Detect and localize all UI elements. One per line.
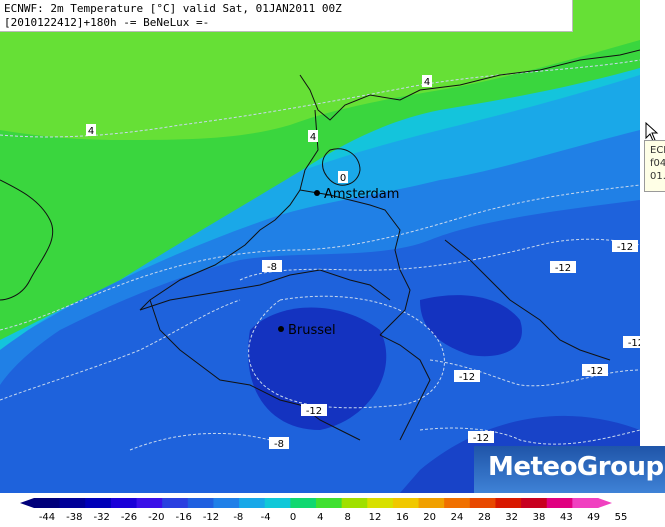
colorbar-tick-label: 24 — [451, 512, 464, 523]
colorbar-tick-label: -44 — [39, 512, 55, 523]
contour-labels: 4 4 4 0 -8 -12 -12 -12 -12 -12 -12 -8 -1… — [86, 75, 640, 450]
colorbar-tick-label: 16 — [396, 512, 409, 523]
map-canvas: Amsterdam Brussel 4 4 4 0 -8 -12 -12 -12… — [0, 0, 640, 493]
colorbar-tick-label: -4 — [261, 512, 271, 523]
colorbar-swatch — [469, 498, 496, 508]
title-box: ECNWF: 2m Temperature [°C] valid Sat, 01… — [0, 0, 573, 32]
colorbar-tick-label: -26 — [121, 512, 137, 523]
tooltip-line: 01. — [650, 171, 665, 182]
city-label-amsterdam: Amsterdam — [324, 187, 399, 202]
colorbar-swatch — [34, 498, 61, 508]
colorbar-tick-label: 4 — [317, 512, 323, 523]
contour-label: 0 — [340, 173, 346, 184]
contour-label: -12 — [459, 372, 475, 383]
light-green-band — [0, 0, 640, 140]
city-label-brussel: Brussel — [288, 323, 336, 338]
colorbar-tick-label: 12 — [369, 512, 382, 523]
contour-label: -12 — [628, 338, 640, 349]
colorbar-swatch — [213, 498, 240, 508]
colorbar-swatch — [239, 498, 266, 508]
cold-patch — [420, 295, 522, 357]
colorbar-swatch — [367, 498, 394, 508]
colorbar-swatch — [264, 498, 291, 508]
colorbar-tick-label: 49 — [587, 512, 600, 523]
colorbar: -44 -38 -32 -26 -20 -16 -12 -8 -4 0 4 8 12 16 20 24 28 32… — [0, 494, 665, 523]
colorbar-swatch — [187, 498, 214, 508]
colorbar-tick-label: 55 — [615, 512, 628, 523]
contour-label: -8 — [267, 262, 277, 273]
colorbar-tick-label: -8 — [233, 512, 243, 523]
contour-label: -12 — [306, 406, 322, 417]
colorbar-swatch — [418, 498, 445, 508]
map-subtitle: [2010122412]+180h -= BeNeLux =- — [4, 16, 210, 29]
colorbar-swatch — [521, 498, 548, 508]
logo-text: MeteoGroup — [488, 452, 664, 482]
contour-label: 4 — [310, 132, 316, 143]
colorbar-right-arrow — [598, 498, 612, 508]
map-title: ECNWF: 2m Temperature [°C] valid Sat, 01… — [4, 2, 342, 15]
colorbar-tick-label: 38 — [533, 512, 546, 523]
tooltip-line: ECI — [650, 145, 665, 156]
colorbar-swatch — [316, 498, 343, 508]
contour-label: -12 — [587, 366, 603, 377]
colorbar-tick-label: 0 — [290, 512, 296, 523]
colorbar-tick-label: -38 — [66, 512, 82, 523]
city-dot-brussel — [278, 326, 284, 332]
colorbar-tick-label: -16 — [175, 512, 191, 523]
contour-label: 4 — [88, 126, 94, 137]
borders — [0, 49, 640, 441]
city-dot-amsterdam — [314, 190, 320, 196]
colorbar-svg: -44 -38 -32 -26 -20 -16 -12 -8 -4 0 4 8 12 16 20 24 28 32… — [20, 498, 628, 523]
colorbar-swatch — [110, 498, 138, 508]
colorbar-swatch — [546, 498, 573, 508]
cold-core — [248, 307, 387, 430]
colorbar-swatch — [572, 498, 599, 508]
contour-label: 4 — [424, 77, 430, 88]
colorbar-tick-label: 8 — [344, 512, 350, 523]
colorbar-swatch — [59, 498, 86, 508]
colorbar-swatch — [392, 498, 420, 508]
meteogroup-logo: MeteoGroup — [474, 446, 665, 493]
colorbar-swatch — [162, 498, 189, 508]
colorbar-tick-label: 20 — [423, 512, 436, 523]
colorbar-tick-label: -32 — [93, 512, 109, 523]
contour-label: -12 — [473, 433, 489, 444]
colorbar-tick-label: 43 — [560, 512, 573, 523]
colorbar-swatch — [136, 498, 163, 508]
contour-label: -12 — [555, 263, 571, 274]
mouse-cursor-icon — [645, 122, 659, 142]
colorbar-tick-label: -12 — [203, 512, 219, 523]
colorbar-swatch — [290, 498, 317, 508]
colorbar-swatch — [341, 498, 368, 508]
colorbar-tick-label: 28 — [478, 512, 491, 523]
colorbar-swatch — [444, 498, 471, 508]
contour-label: -12 — [617, 242, 633, 253]
tooltip: ECI f04 01. — [644, 140, 665, 192]
tooltip-line: f04 — [650, 158, 665, 169]
colorbar-tick-label: 32 — [505, 512, 518, 523]
colorbar-swatch — [85, 498, 112, 508]
colorbar-tick-label: -20 — [148, 512, 164, 523]
contour-label: -8 — [274, 439, 284, 450]
isotherms — [0, 59, 640, 451]
colorbar-left-arrow — [20, 498, 34, 508]
temperature-map[interactable]: Amsterdam Brussel 4 4 4 0 -8 -12 -12 -12… — [0, 0, 640, 493]
colorbar-swatch — [495, 498, 522, 508]
